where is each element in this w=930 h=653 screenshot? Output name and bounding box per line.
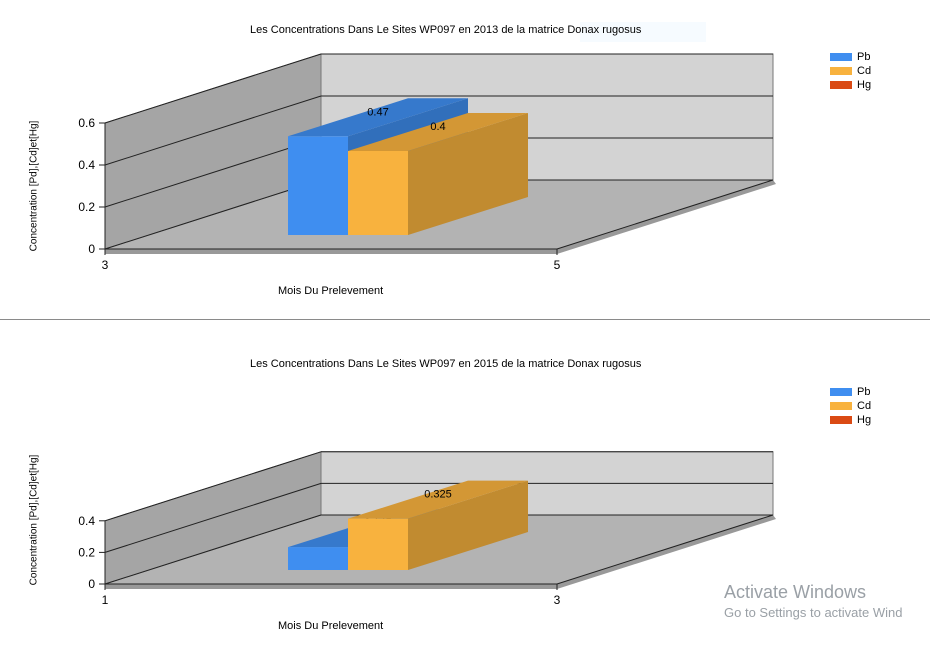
legend-swatch-hg (830, 81, 852, 89)
gridline-side (104, 179, 322, 250)
legend: Pb Cd Hg (830, 50, 871, 92)
floor-side-edge (557, 180, 776, 254)
x-tick-label: 3 (102, 258, 109, 272)
y-tick-label: 0.2 (78, 200, 95, 214)
bar-front-pb (288, 547, 348, 570)
bar-side-cd (408, 480, 528, 570)
gridline-side (104, 482, 322, 553)
legend-swatch-hg (830, 416, 852, 424)
x-tick-label: 5 (554, 258, 561, 272)
y-tick-label: 0.4 (78, 158, 95, 172)
y-axis-label: Concentration [Pd],[Cd]et[Hg] (28, 120, 40, 252)
legend-swatch-cd (830, 402, 852, 410)
y-tick-label: 0.6 (78, 116, 95, 130)
chart-plot-area: 0 0.2 0.4 0.6 3 5 0.47 0.4 (78, 53, 776, 272)
activation-watermark: Activate Windows Go to Settings to activ… (724, 582, 902, 620)
data-label-pb: 0.47 (367, 106, 388, 118)
bar-top-cd (348, 113, 528, 151)
y-axis-label: Concentration [Pd],[Cd]et[Hg] (28, 454, 40, 586)
x-tick-label: 3 (554, 593, 561, 607)
legend-item-pb: Pb (830, 385, 871, 399)
bar-top-cd (348, 480, 528, 519)
gridline-side (104, 451, 322, 522)
panel-divider (0, 319, 930, 320)
bar-side-cd (408, 113, 528, 235)
watermark-title: Activate Windows (724, 582, 867, 602)
data-label-cd: 0.4 (430, 121, 445, 133)
legend-swatch-cd (830, 67, 852, 75)
floor-side-edge (557, 515, 776, 589)
data-label-cd: 0.325 (424, 489, 452, 501)
legend-item-hg: Hg (830, 78, 871, 92)
title-highlight (580, 22, 706, 42)
legend-item-hg: Hg (830, 413, 871, 427)
legend: Pb Cd Hg (830, 385, 871, 427)
chart-title: Les Concentrations Dans Le Sites WP097 e… (250, 358, 642, 370)
floor-edge (105, 584, 557, 589)
floor-right-edge (556, 514, 774, 585)
legend-item-cd: Cd (830, 399, 871, 413)
y-tick-label: 0 (88, 577, 95, 591)
legend-swatch-pb (830, 53, 852, 61)
y-tick-label: 0.4 (78, 514, 95, 528)
y-tick-label: 0 (88, 242, 95, 256)
chart-panel-2015: Les Concentrations Dans Le Sites WP097 e… (0, 322, 930, 653)
gridline-side (104, 95, 322, 166)
bar-front-cd (348, 151, 408, 235)
x-axis-label: Mois Du Prelevement (278, 285, 384, 297)
floor-edge (105, 249, 557, 254)
legend-label-hg: Hg (857, 414, 872, 426)
bar-front-cd (348, 518, 408, 570)
legend-label-cd: Cd (857, 400, 872, 412)
legend-label-pb: Pb (857, 51, 871, 63)
chart-title: Les Concentrations Dans Le Sites WP097 e… (250, 24, 642, 36)
legend-item-pb: Pb (830, 50, 871, 64)
bar-top-pb (288, 98, 468, 137)
chart-panel-2013: Les Concentrations Dans Le Sites WP097 e… (0, 0, 930, 320)
legend-swatch-pb (830, 388, 852, 396)
gridline-side (104, 137, 322, 208)
x-axis-label: Mois Du Prelevement (278, 620, 384, 632)
watermark-subtitle: Go to Settings to activate Wind (724, 605, 903, 620)
x-tick-label: 1 (102, 593, 109, 607)
legend-label-pb: Pb (857, 386, 871, 398)
legend-item-cd: Cd (830, 64, 871, 78)
legend-label-cd: Cd (857, 65, 872, 77)
bar-front-pb (288, 136, 348, 235)
y-tick-label: 0.2 (78, 545, 95, 559)
legend-label-hg: Hg (857, 79, 872, 91)
floor-right-edge (556, 179, 774, 250)
gridline-side (104, 53, 322, 124)
gridline-side (104, 514, 322, 585)
